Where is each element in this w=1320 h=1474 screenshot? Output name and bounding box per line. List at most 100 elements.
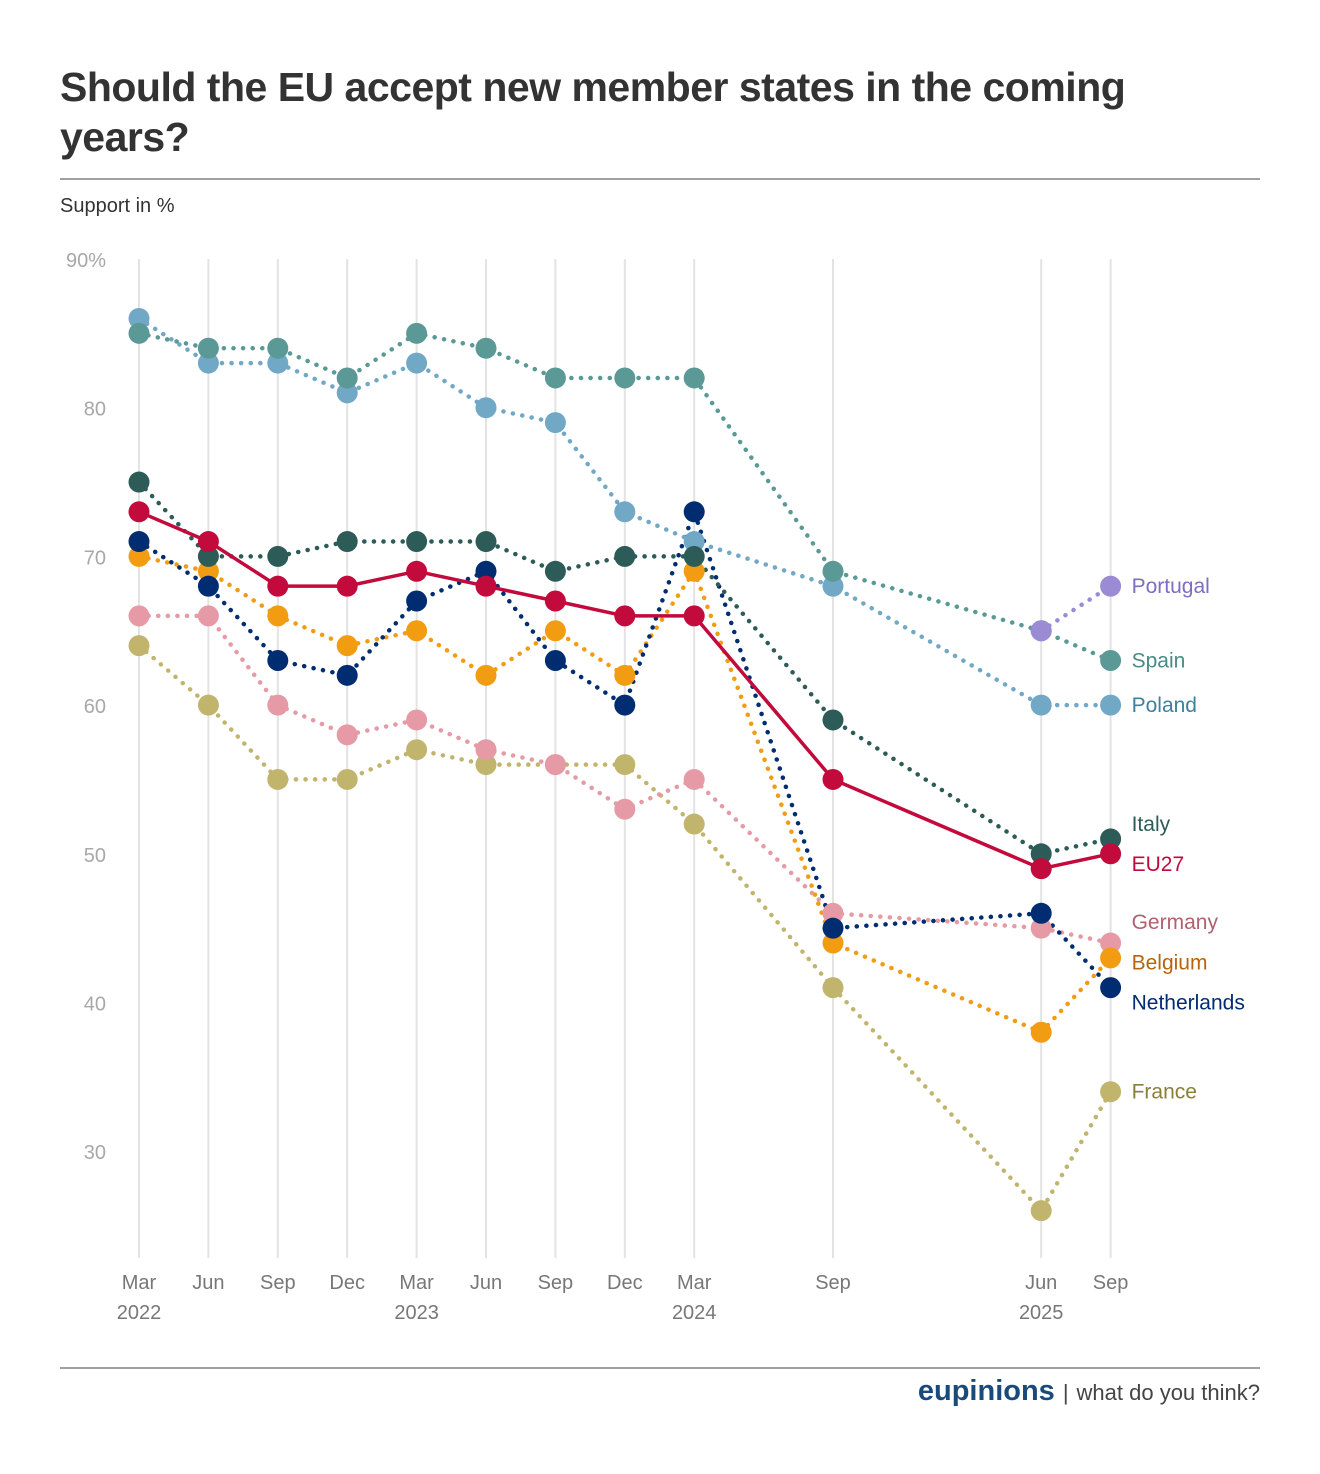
x-axis-labels: Mar 2022 Jun Sep Dec Mar 2023 Jun Sep Dec Mar 2024 S… [117, 1272, 1129, 1324]
y-tick-label: 60 [84, 696, 106, 718]
data-point: EU27 Dec 2022: 68% [336, 575, 358, 597]
data-point: France Sep 2025: 34% [1100, 1081, 1122, 1103]
data-point: Poland Jun 2023: 80% [475, 397, 497, 419]
y-tick-label: 50 [84, 845, 106, 867]
series-label-poland: Poland [1132, 694, 1197, 717]
data-point: EU27 Jun 2023: 68% [475, 575, 497, 597]
x-tick-year: 2022 [117, 1302, 162, 1324]
data-point: Spain Mar 2022: 85% [128, 322, 150, 344]
data-point: Netherlands Jun 2025: 46% [1030, 902, 1052, 924]
series-label-germany: Germany [1132, 911, 1219, 934]
y-tick-label: 70 [84, 547, 106, 569]
data-point: France Jun 2022: 60% [197, 694, 219, 716]
data-point: Netherlands Sep 2023: 63% [544, 649, 566, 671]
y-tick-label: 90% [66, 250, 106, 272]
data-point: EU27 Sep 2024: 55% [822, 768, 844, 790]
data-point: Germany Sep 2022: 60% [267, 694, 289, 716]
data-point: Italy Jun 2025: 50% [1030, 843, 1052, 865]
data-point: Spain Dec 2023: 82% [614, 367, 636, 389]
data-point: Belgium Mar 2023: 65% [406, 620, 428, 642]
data-point: Netherlands Jun 2022: 68% [197, 575, 219, 597]
series-points-portugal: Portugal Jun 2025: 65% Portugal Sep 2025:… [1030, 575, 1122, 642]
y-axis-labels: 90% 80 70 60 50 40 30 [66, 250, 106, 1164]
data-point: Poland Sep 2025: 60% [1100, 694, 1122, 716]
footer-divider [60, 1367, 1260, 1369]
data-point: France Dec 2023: 56% [614, 754, 636, 776]
data-point: Netherlands Mar 2024: 73% [683, 501, 705, 523]
data-point: Germany Mar 2022: 66% [128, 605, 150, 627]
data-point: Poland Jun 2022: 83% [197, 352, 219, 374]
data-point: Germany Sep 2025: 44% [1100, 932, 1122, 954]
data-point: Belgium Sep 2022: 66% [267, 605, 289, 627]
data-point: Poland Mar 2024: 71% [683, 531, 705, 553]
x-tick-month: Sep [815, 1272, 851, 1294]
data-point: EU27 Sep 2022: 68% [267, 575, 289, 597]
x-tick-month: Mar [399, 1272, 434, 1294]
data-point: Germany Sep 2024: 46% [822, 902, 844, 924]
data-point: Netherlands Sep 2025: 41% [1100, 977, 1122, 999]
data-point: Poland Mar 2023: 83% [406, 352, 428, 374]
data-point: Poland Sep 2024: 68% [822, 575, 844, 597]
series-label-portugal: Portugal [1132, 575, 1210, 598]
data-point: Germany Dec 2023: 53% [614, 798, 636, 820]
data-point: Spain Sep 2024: 69% [822, 560, 844, 582]
x-tick-month: Dec [329, 1272, 365, 1294]
data-point: Italy Mar 2022: 75% [128, 471, 150, 493]
series-label-italy: Italy [1132, 813, 1171, 836]
data-point: Belgium Jun 2023: 62% [475, 664, 497, 686]
data-point: France Sep 2022: 55% [267, 768, 289, 790]
series-points-belgium: Belgium Mar 2022: 70% Belgium Jun 2022: 6… [128, 545, 1122, 1043]
data-point: Italy Sep 2025: 51% [1100, 828, 1122, 850]
data-point: Germany Mar 2024: 55% [683, 768, 705, 790]
series-line-france [136, 643, 1113, 1213]
series-points-italy: Italy Mar 2022: 75% Italy Jun 2022: 70% It… [128, 471, 1122, 865]
series-line-poland [136, 316, 1113, 708]
data-point: Spain Dec 2022: 82% [336, 367, 358, 389]
data-point: EU27 Jun 2025: 49% [1030, 858, 1052, 880]
y-tick-label: 80 [84, 399, 106, 421]
x-tick-year: 2023 [394, 1302, 439, 1324]
chart-title: Should the EU accept new member states i… [60, 64, 1126, 160]
series-points: France Mar 2022: 64% France Jun 2022: 60%… [128, 307, 1122, 1222]
footer: eupinions | what do you think? [918, 1375, 1260, 1408]
data-point: Italy Sep 2023: 69% [544, 560, 566, 582]
series-lines [136, 316, 1113, 1213]
x-tick-month: Jun [1025, 1272, 1057, 1294]
data-point: Belgium Jun 2025: 38% [1030, 1021, 1052, 1043]
data-point: Spain Sep 2025: 63% [1100, 649, 1122, 671]
data-point: Belgium Sep 2024: 44% [822, 932, 844, 954]
data-point: Netherlands Dec 2023: 60% [614, 694, 636, 716]
data-point: Belgium Jun 2022: 69% [197, 560, 219, 582]
data-point: Netherlands Sep 2024: 45% [822, 917, 844, 939]
series-label-belgium: Belgium [1132, 951, 1208, 974]
chart-subtitle: Support in % [60, 195, 175, 217]
x-tick-month: Jun [470, 1272, 502, 1294]
data-point: Italy Dec 2023: 70% [614, 545, 636, 567]
data-point: France Jun 2025: 26% [1030, 1200, 1052, 1222]
data-point: Portugal Sep 2025: 68% [1100, 575, 1122, 597]
data-point: EU27 Sep 2023: 67% [544, 590, 566, 612]
data-point: Poland Dec 2023: 73% [614, 501, 636, 523]
data-point: EU27 Mar 2022: 73% [128, 501, 150, 523]
data-point: Belgium Mar 2022: 70% [128, 545, 150, 567]
data-point: Germany Jun 2022: 66% [197, 605, 219, 627]
x-tick-year: 2025 [1019, 1302, 1064, 1324]
x-tick-month: Jun [192, 1272, 224, 1294]
x-tick-month: Sep [260, 1272, 296, 1294]
data-point: Poland Dec 2022: 81% [336, 382, 358, 404]
data-point: EU27 Mar 2024: 66% [683, 605, 705, 627]
series-label-netherlands: Netherlands [1132, 992, 1245, 1015]
x-tick-year: 2024 [672, 1302, 717, 1324]
data-point: Spain Sep 2023: 82% [544, 367, 566, 389]
data-point: Spain Jun 2023: 84% [475, 337, 497, 359]
data-point: Germany Jun 2023: 57% [475, 739, 497, 761]
data-point: EU27 Dec 2023: 66% [614, 605, 636, 627]
title-divider [60, 178, 1260, 180]
data-point: Italy Mar 2024: 70% [683, 545, 705, 567]
line-chart: 90% 80 70 60 50 40 30 Mar 2022 Jun Sep Dec Mar 2023 J… [66, 250, 1245, 1324]
data-point: Italy Dec 2022: 71% [336, 531, 358, 553]
data-point: Italy Mar 2023: 71% [406, 531, 428, 553]
data-point: Italy Jun 2023: 71% [475, 531, 497, 553]
data-point: Belgium Dec 2023: 62% [614, 664, 636, 686]
data-point: Germany Jun 2025: 45% [1030, 917, 1052, 939]
